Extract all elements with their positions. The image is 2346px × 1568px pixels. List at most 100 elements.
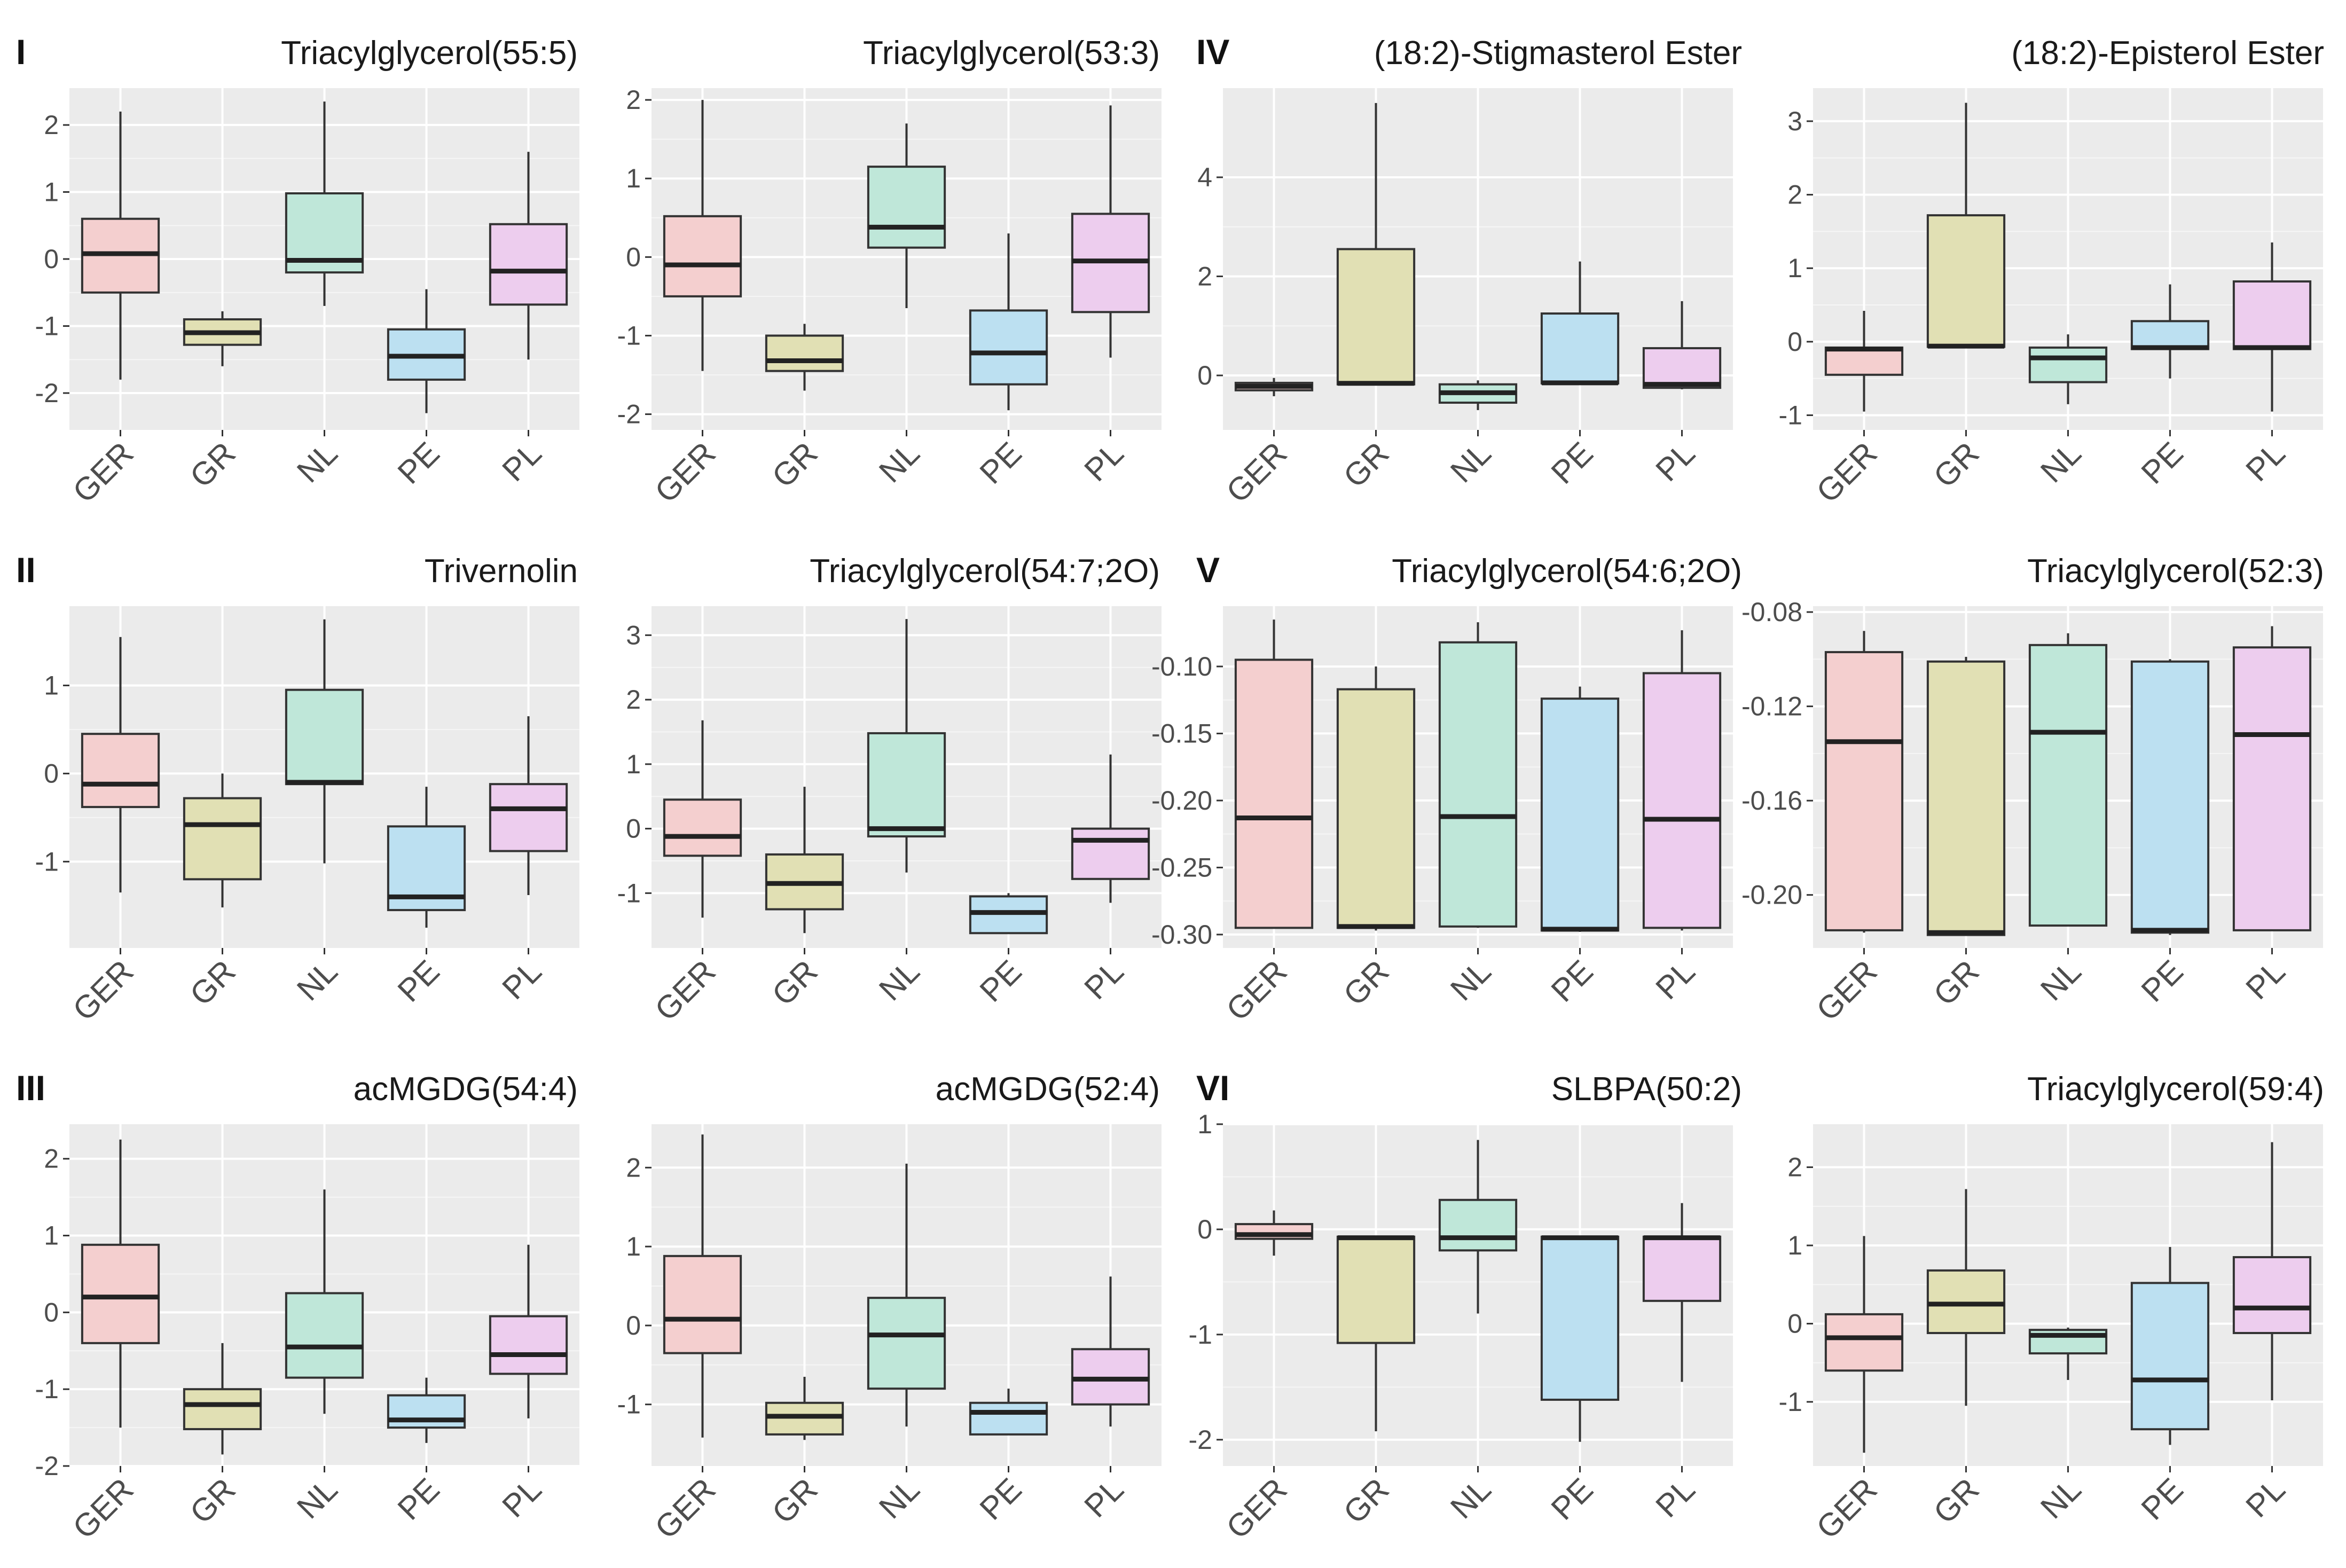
- box-nl: [1438, 1140, 1518, 1314]
- box-nl: [2028, 334, 2108, 404]
- panel-title: SLBPA(50:2): [1551, 1071, 1742, 1108]
- panel-title: (18:2)-Episterol Ester: [2011, 35, 2324, 72]
- y-tick-label: 2: [626, 85, 641, 115]
- y-tick-label: 0: [626, 1311, 641, 1340]
- box-pe: [2130, 659, 2210, 935]
- y-tick-label: 0: [1787, 1308, 1802, 1338]
- y-tick-label: -2: [1189, 1425, 1212, 1455]
- box-iqr: [867, 166, 946, 249]
- panel-title: Triacylglycerol(54:6;2O): [1392, 553, 1742, 590]
- box-pe: [1540, 261, 1620, 386]
- y-tick-label: -1: [35, 311, 59, 341]
- box-nl: [867, 1163, 946, 1427]
- box-gr: [1336, 1235, 1416, 1432]
- box-pe: [387, 1377, 466, 1443]
- box-gr: [1336, 103, 1416, 386]
- box-pl: [489, 716, 568, 896]
- group-label: II: [16, 550, 36, 590]
- panel-title: Triacylglycerol(54:7;2O): [810, 553, 1160, 590]
- y-tick-label: 1: [626, 1232, 641, 1261]
- y-tick-label: -1: [35, 846, 59, 876]
- y-tick-label: 0: [1787, 327, 1802, 357]
- y-tick-label: 2: [626, 1153, 641, 1182]
- box-iqr: [1336, 1235, 1416, 1344]
- box-nl: [2028, 633, 2108, 927]
- y-tick-label: 2: [1787, 1153, 1802, 1182]
- box-pe: [1540, 1235, 1620, 1442]
- y-tick-label: 0: [44, 1297, 59, 1327]
- box-iqr: [1642, 347, 1722, 389]
- box-pl: [2232, 1142, 2312, 1400]
- box-ger: [1824, 311, 1904, 412]
- box-iqr: [1540, 697, 1620, 932]
- box-gr: [183, 773, 262, 908]
- box-iqr: [969, 1401, 1048, 1436]
- box-iqr: [1540, 1235, 1620, 1401]
- box-iqr: [2232, 646, 2312, 931]
- y-tick-label: -2: [35, 1451, 59, 1481]
- box-ger: [1234, 378, 1314, 396]
- box-iqr: [1438, 641, 1518, 928]
- box-pe: [969, 893, 1048, 935]
- y-tick-label: 0: [626, 242, 641, 272]
- box-iqr: [489, 223, 568, 306]
- y-tick-label: -0.15: [1151, 718, 1212, 748]
- y-tick-label: 1: [1787, 1230, 1802, 1260]
- y-tick-label: -0.10: [1151, 652, 1212, 681]
- box-iqr: [1071, 827, 1150, 880]
- box-ger: [1824, 631, 1904, 933]
- y-tick-label: 2: [44, 110, 59, 140]
- box-pl: [2232, 626, 2312, 931]
- box-nl: [2028, 1327, 2108, 1380]
- panel-title: Triacylglycerol(55:5): [281, 35, 578, 72]
- box-iqr: [2130, 660, 2210, 934]
- box-iqr: [663, 215, 742, 297]
- y-tick-label: 2: [1197, 261, 1212, 291]
- y-tick-label: 1: [44, 670, 59, 700]
- box-iqr: [1824, 651, 1904, 931]
- y-tick-label: -0.20: [1151, 786, 1212, 816]
- box-nl: [867, 123, 946, 308]
- panel-title: (18:2)-Stigmasterol Ester: [1374, 35, 1742, 72]
- y-tick-label: -0.25: [1151, 852, 1212, 882]
- y-tick-label: 1: [1787, 253, 1802, 283]
- box-iqr: [2232, 1256, 2312, 1335]
- box-iqr: [81, 1243, 160, 1344]
- y-tick-label: 2: [626, 685, 641, 715]
- box-gr: [1926, 656, 2006, 936]
- y-tick-label: 0: [44, 758, 59, 788]
- box-iqr: [2028, 346, 2108, 383]
- box-ger: [81, 1139, 160, 1428]
- box-nl: [1438, 622, 1518, 928]
- box-nl: [285, 101, 364, 306]
- box-pe: [969, 1389, 1048, 1436]
- box-iqr: [1926, 660, 2006, 936]
- group-label: V: [1196, 550, 1220, 590]
- box-ger: [81, 111, 160, 380]
- box-iqr: [489, 1315, 568, 1375]
- y-tick-label: -0.16: [1741, 786, 1802, 816]
- box-pe: [387, 289, 466, 413]
- y-tick-label: 1: [44, 177, 59, 207]
- y-tick-label: -1: [35, 1374, 59, 1404]
- box-gr: [183, 311, 262, 366]
- y-tick-label: 0: [1197, 1214, 1212, 1244]
- box-pe: [969, 233, 1048, 411]
- y-tick-label: -0.20: [1741, 880, 1802, 910]
- box-pl: [2232, 242, 2312, 412]
- box-iqr: [1438, 1198, 1518, 1252]
- box-gr: [1926, 1189, 2006, 1406]
- y-tick-label: -1: [617, 1390, 641, 1420]
- box-iqr: [2232, 280, 2312, 350]
- y-tick-label: 2: [1787, 180, 1802, 210]
- y-tick-label: -0.12: [1741, 692, 1802, 722]
- y-tick-label: -2: [617, 399, 641, 429]
- box-iqr: [1824, 346, 1904, 376]
